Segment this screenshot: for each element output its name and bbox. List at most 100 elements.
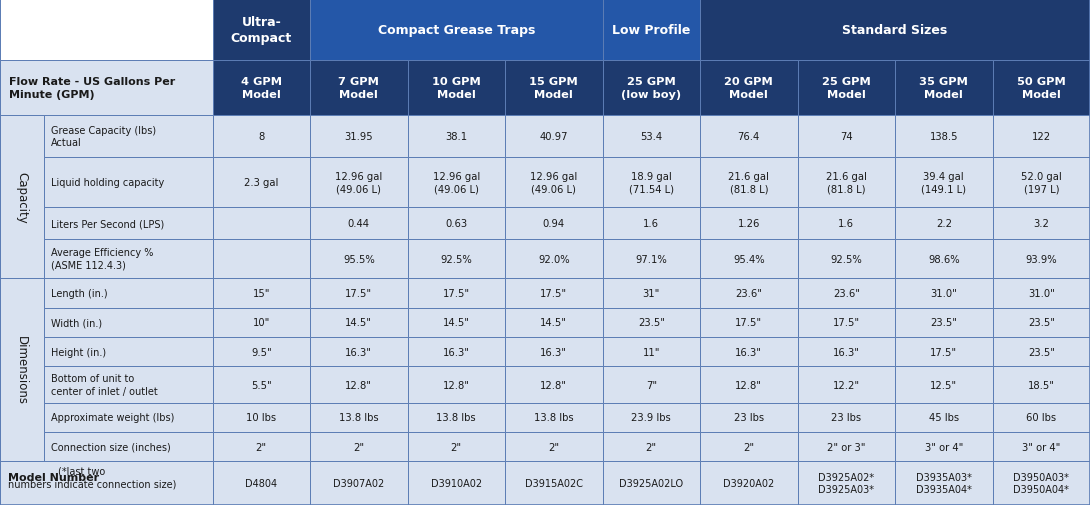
Text: D3920A02: D3920A02 xyxy=(723,478,774,488)
Bar xyxy=(895,308,993,337)
Bar xyxy=(798,403,895,432)
Text: Liquid holding capacity: Liquid holding capacity xyxy=(51,178,165,188)
Bar xyxy=(310,432,408,462)
Bar xyxy=(44,279,213,308)
Bar xyxy=(505,61,603,116)
Bar xyxy=(44,403,213,432)
Bar xyxy=(310,462,408,505)
Bar xyxy=(700,462,798,505)
Bar xyxy=(700,116,798,158)
Bar xyxy=(213,337,310,367)
Bar xyxy=(44,208,213,239)
Bar xyxy=(603,462,700,505)
Text: 0.63: 0.63 xyxy=(445,219,468,229)
Bar xyxy=(993,432,1090,462)
Bar xyxy=(213,462,310,505)
Bar xyxy=(993,337,1090,367)
Text: 0.44: 0.44 xyxy=(348,219,370,229)
Bar xyxy=(0,61,213,116)
Text: 16.3": 16.3" xyxy=(443,347,470,357)
Bar xyxy=(993,116,1090,158)
Text: Low Profile: Low Profile xyxy=(613,24,690,37)
Text: 97.1%: 97.1% xyxy=(635,254,667,264)
Bar xyxy=(603,61,700,116)
Text: 12.5": 12.5" xyxy=(930,380,957,390)
Text: 10": 10" xyxy=(253,318,270,328)
Bar xyxy=(408,337,505,367)
Bar xyxy=(310,337,408,367)
Text: 23.5": 23.5" xyxy=(930,318,957,328)
Text: 12.8": 12.8" xyxy=(541,380,567,390)
Bar xyxy=(0,0,213,61)
Bar xyxy=(310,308,408,337)
Text: 98.6%: 98.6% xyxy=(928,254,959,264)
Text: D3910A02: D3910A02 xyxy=(431,478,482,488)
Bar xyxy=(798,279,895,308)
Bar xyxy=(798,239,895,279)
Text: Grease Capacity (lbs)
Actual: Grease Capacity (lbs) Actual xyxy=(51,126,156,148)
Text: 122: 122 xyxy=(1032,132,1051,142)
Text: 17.5": 17.5" xyxy=(930,347,957,357)
Text: 74: 74 xyxy=(840,132,852,142)
Bar xyxy=(213,116,310,158)
Text: 0.94: 0.94 xyxy=(543,219,565,229)
Text: 12.2": 12.2" xyxy=(833,380,860,390)
Bar xyxy=(44,116,213,158)
Bar xyxy=(993,308,1090,337)
Text: (*last two
numbers indicate connection size): (*last two numbers indicate connection s… xyxy=(8,466,175,489)
Text: 3.2: 3.2 xyxy=(1033,219,1050,229)
Text: D3935A03*
D3935A04*: D3935A03* D3935A04* xyxy=(916,472,971,494)
Bar xyxy=(505,337,603,367)
Bar xyxy=(993,367,1090,403)
Text: 23.6": 23.6" xyxy=(736,288,762,298)
Bar xyxy=(700,61,798,116)
Text: 95.4%: 95.4% xyxy=(732,254,764,264)
Bar xyxy=(408,403,505,432)
Text: 1.26: 1.26 xyxy=(738,219,760,229)
Text: 20 GPM
Model: 20 GPM Model xyxy=(725,77,773,99)
Text: 23.9 lbs: 23.9 lbs xyxy=(631,413,671,423)
Bar xyxy=(993,403,1090,432)
Bar xyxy=(0,462,213,505)
Bar xyxy=(213,0,310,61)
Text: 40.97: 40.97 xyxy=(540,132,568,142)
Text: 17.5": 17.5" xyxy=(541,288,567,298)
Bar xyxy=(505,116,603,158)
Bar xyxy=(505,308,603,337)
Text: 23 lbs: 23 lbs xyxy=(832,413,861,423)
Text: 16.3": 16.3" xyxy=(736,347,762,357)
Text: 23.5": 23.5" xyxy=(1028,318,1055,328)
Text: Average Efficiency %
(ASME 112.4.3): Average Efficiency % (ASME 112.4.3) xyxy=(51,248,154,270)
Text: 21.6 gal
(81.8 L): 21.6 gal (81.8 L) xyxy=(826,172,867,194)
Bar xyxy=(505,239,603,279)
Text: 2.3 gal: 2.3 gal xyxy=(244,178,278,188)
Bar xyxy=(700,158,798,208)
Text: Connection size (inches): Connection size (inches) xyxy=(51,442,171,452)
Bar xyxy=(505,432,603,462)
Bar xyxy=(603,239,700,279)
Bar xyxy=(798,308,895,337)
Bar xyxy=(798,337,895,367)
Bar xyxy=(798,462,895,505)
Bar xyxy=(700,337,798,367)
Text: 60 lbs: 60 lbs xyxy=(1026,413,1056,423)
Bar xyxy=(798,367,895,403)
Bar xyxy=(505,279,603,308)
Bar xyxy=(895,462,993,505)
Bar xyxy=(700,279,798,308)
Bar xyxy=(993,462,1090,505)
Bar xyxy=(408,158,505,208)
Text: 1.6: 1.6 xyxy=(838,219,855,229)
Bar xyxy=(310,116,408,158)
Bar xyxy=(603,208,700,239)
Text: 25 GPM
(low boy): 25 GPM (low boy) xyxy=(621,77,681,99)
Text: Height (in.): Height (in.) xyxy=(51,347,107,357)
Text: 17.5": 17.5" xyxy=(833,318,860,328)
Text: D3925A02LO: D3925A02LO xyxy=(619,478,683,488)
Bar xyxy=(408,308,505,337)
Text: 76.4: 76.4 xyxy=(738,132,760,142)
Text: 21.6 gal
(81.8 L): 21.6 gal (81.8 L) xyxy=(728,172,770,194)
Bar xyxy=(993,158,1090,208)
Bar xyxy=(213,367,310,403)
Text: 12.8": 12.8" xyxy=(346,380,373,390)
